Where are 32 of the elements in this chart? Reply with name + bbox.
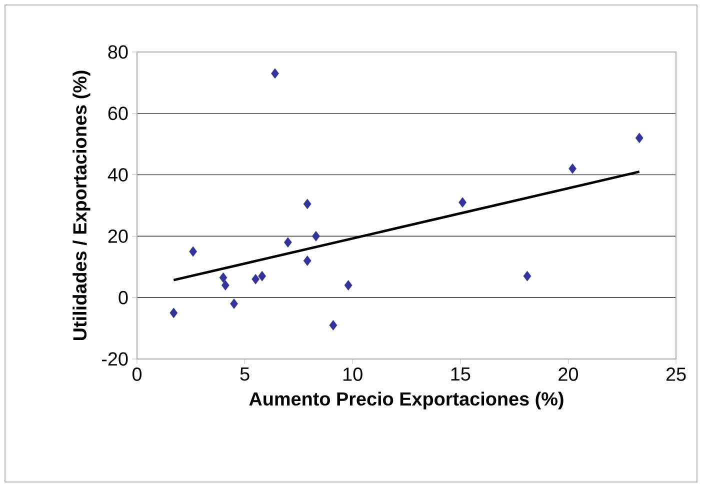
point [221,280,230,291]
x-tick-label: 25 [666,368,686,381]
y-tick-label: 40 [108,168,128,182]
y-tick-label: 20 [108,229,128,243]
point [189,246,198,257]
point [252,274,260,284]
x-tick-label: 20 [558,368,578,381]
x-tick-label: 0 [132,368,142,381]
x-tick-label: 5 [240,368,250,381]
point [170,308,178,318]
point [219,272,228,283]
point [258,270,266,282]
x-tick-label: 10 [344,368,362,381]
y-tick-label: -20 [102,352,128,366]
point [329,320,338,330]
x-tick-label: 15 [451,368,470,381]
point [635,132,644,144]
point [284,237,292,248]
x-axis-title: Aumento Precio Exportaciones (%) [249,392,564,410]
point [303,198,312,210]
point [230,298,238,309]
point [271,68,279,79]
point [458,197,467,208]
point [303,256,312,266]
point [523,270,532,282]
y-tick-label: 80 [108,45,128,59]
y-tick-label: 60 [108,106,128,120]
point [312,230,320,242]
point [344,280,352,291]
y-tick-label: 0 [118,290,128,304]
y-axis-title: Utilidades / Exportaciones (%) [72,70,90,340]
point [568,163,576,174]
